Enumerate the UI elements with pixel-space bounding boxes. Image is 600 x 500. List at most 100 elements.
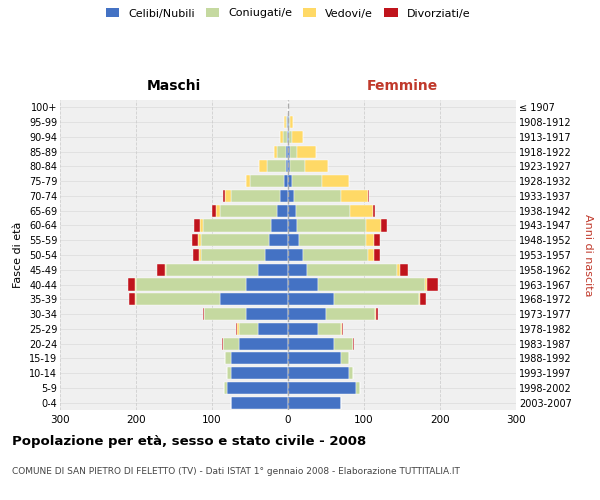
Bar xyxy=(288,204,296,217)
Bar xyxy=(239,323,257,335)
Bar xyxy=(342,323,343,335)
Bar xyxy=(223,190,225,202)
Bar xyxy=(231,190,280,202)
Bar xyxy=(222,338,223,349)
Bar xyxy=(376,308,379,320)
Bar xyxy=(265,249,288,261)
Bar xyxy=(227,382,288,394)
Bar xyxy=(373,204,376,217)
Bar xyxy=(280,190,288,202)
Bar xyxy=(288,396,341,408)
Bar xyxy=(223,338,239,349)
Text: COMUNE DI SAN PIETRO DI FELETTO (TV) - Dati ISTAT 1° gennaio 2008 - Elaborazione: COMUNE DI SAN PIETRO DI FELETTO (TV) - D… xyxy=(12,468,460,476)
Bar xyxy=(288,175,292,187)
Bar xyxy=(200,249,265,261)
Bar xyxy=(288,308,326,320)
Bar xyxy=(288,323,319,335)
Bar xyxy=(216,204,220,217)
Bar xyxy=(420,293,427,306)
Bar xyxy=(341,190,368,202)
Bar xyxy=(227,367,231,379)
Bar xyxy=(365,220,381,232)
Bar xyxy=(280,131,283,143)
Bar xyxy=(194,220,200,232)
Bar xyxy=(225,352,231,364)
Bar xyxy=(374,249,380,261)
Bar xyxy=(286,116,287,128)
Bar xyxy=(257,323,288,335)
Bar xyxy=(319,323,341,335)
Bar xyxy=(231,352,288,364)
Bar xyxy=(381,220,387,232)
Bar xyxy=(246,308,288,320)
Bar xyxy=(290,160,305,172)
Bar xyxy=(290,146,297,158)
Bar xyxy=(288,382,356,394)
Bar xyxy=(269,234,288,246)
Bar xyxy=(286,160,288,172)
Bar xyxy=(288,131,289,143)
Bar xyxy=(368,249,374,261)
Bar xyxy=(292,175,322,187)
Bar xyxy=(296,204,350,217)
Bar xyxy=(326,308,376,320)
Bar xyxy=(192,234,199,246)
Bar xyxy=(353,338,354,349)
Bar xyxy=(225,190,231,202)
Bar xyxy=(288,220,297,232)
Bar xyxy=(350,204,373,217)
Bar xyxy=(220,204,277,217)
Bar xyxy=(205,308,246,320)
Text: Maschi: Maschi xyxy=(147,78,201,92)
Bar xyxy=(297,220,365,232)
Bar xyxy=(237,323,239,335)
Bar xyxy=(349,367,353,379)
Bar xyxy=(212,204,216,217)
Bar xyxy=(289,131,292,143)
Bar xyxy=(305,160,328,172)
Bar xyxy=(231,396,288,408)
Bar xyxy=(199,234,200,246)
Bar xyxy=(199,249,200,261)
Bar xyxy=(425,278,427,290)
Bar xyxy=(259,160,267,172)
Y-axis label: Anni di nascita: Anni di nascita xyxy=(583,214,593,296)
Bar xyxy=(288,190,294,202)
Bar xyxy=(303,249,368,261)
Bar xyxy=(277,146,286,158)
Bar xyxy=(200,234,269,246)
Bar xyxy=(299,234,366,246)
Bar xyxy=(128,278,135,290)
Bar xyxy=(257,264,288,276)
Bar xyxy=(288,146,290,158)
Bar xyxy=(334,338,353,349)
Bar xyxy=(287,116,288,128)
Bar xyxy=(165,264,166,276)
Bar xyxy=(203,308,205,320)
Bar xyxy=(288,116,289,128)
Bar xyxy=(290,116,293,128)
Bar xyxy=(286,146,288,158)
Bar xyxy=(284,175,288,187)
Bar xyxy=(292,131,303,143)
Bar xyxy=(288,234,299,246)
Bar xyxy=(427,278,438,290)
Bar xyxy=(157,264,165,276)
Bar xyxy=(288,278,319,290)
Bar xyxy=(322,175,349,187)
Bar xyxy=(297,146,316,158)
Bar xyxy=(239,338,288,349)
Bar xyxy=(288,338,334,349)
Bar xyxy=(334,293,419,306)
Bar xyxy=(246,175,250,187)
Bar xyxy=(288,249,303,261)
Bar xyxy=(250,175,284,187)
Text: Femmine: Femmine xyxy=(367,78,437,92)
Bar xyxy=(307,264,397,276)
Bar xyxy=(284,116,286,128)
Bar xyxy=(267,160,286,172)
Bar xyxy=(366,234,374,246)
Bar xyxy=(287,131,288,143)
Bar xyxy=(220,293,288,306)
Bar xyxy=(283,131,287,143)
